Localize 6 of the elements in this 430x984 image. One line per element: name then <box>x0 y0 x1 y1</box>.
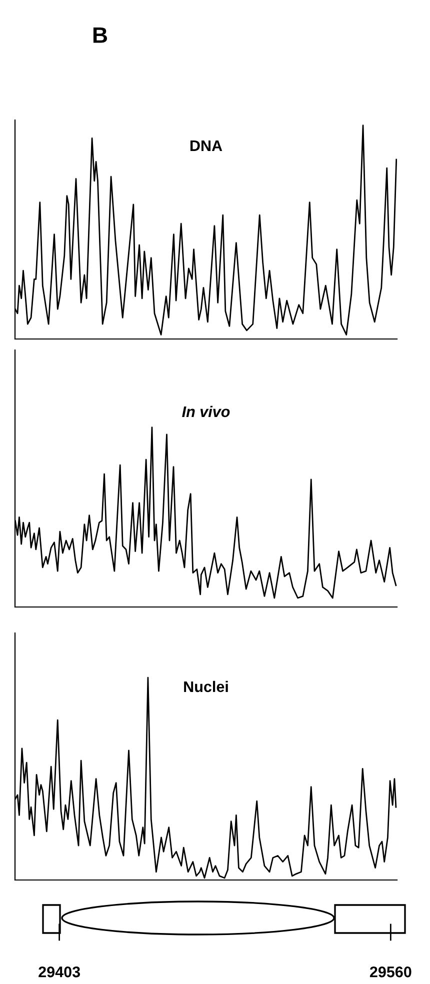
chart-title: Nuclei <box>184 680 228 692</box>
x-tick-label: 29403 <box>38 966 80 978</box>
text: B <box>93 27 108 43</box>
x-tick-label: 29560 <box>370 966 412 978</box>
text: DNA <box>190 140 222 151</box>
chart-title: In vivo <box>182 406 230 418</box>
